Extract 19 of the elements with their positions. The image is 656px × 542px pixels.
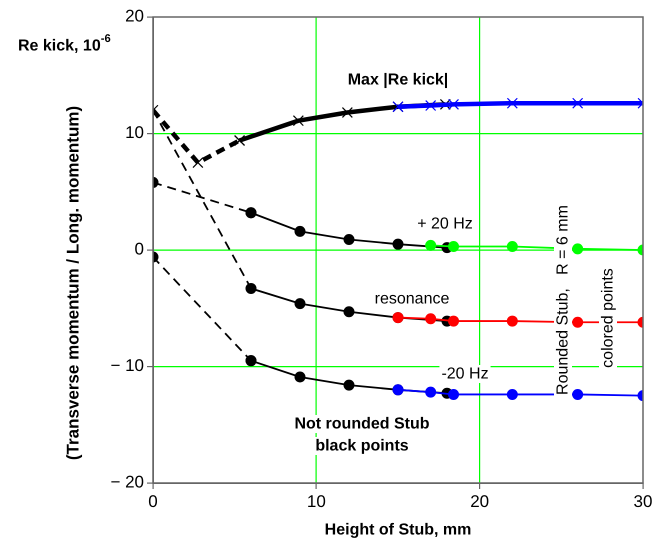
y-tick-label: − 10 <box>110 356 144 376</box>
annotation: colored points <box>599 268 616 368</box>
y-tick-label: 10 <box>125 123 144 142</box>
y-tick-label: 0 <box>134 240 144 259</box>
x-tick-label: 30 <box>634 492 652 511</box>
x-tick-label: 20 <box>470 492 490 511</box>
annotation: + 20 Hz <box>417 215 473 232</box>
y-axis-title: (Transverse momentum / Long. momentum) <box>64 106 83 460</box>
annotation: resonance <box>374 290 450 308</box>
y-tick-label: 20 <box>125 6 144 26</box>
annotation: Max |Re kick| <box>348 71 448 88</box>
y-tick-label: − 20 <box>110 472 144 492</box>
x-tick-label: 10 <box>306 492 326 511</box>
annotation: black points <box>315 437 409 454</box>
annotation: -20 Hz <box>441 365 489 382</box>
x-tick-label: 0 <box>148 492 158 511</box>
annotation: Not rounded Stub <box>294 415 430 432</box>
x-axis-title: Height of Stub, mm <box>324 521 472 538</box>
annotation: Rounded Stub, R = 6 mm <box>554 205 572 395</box>
